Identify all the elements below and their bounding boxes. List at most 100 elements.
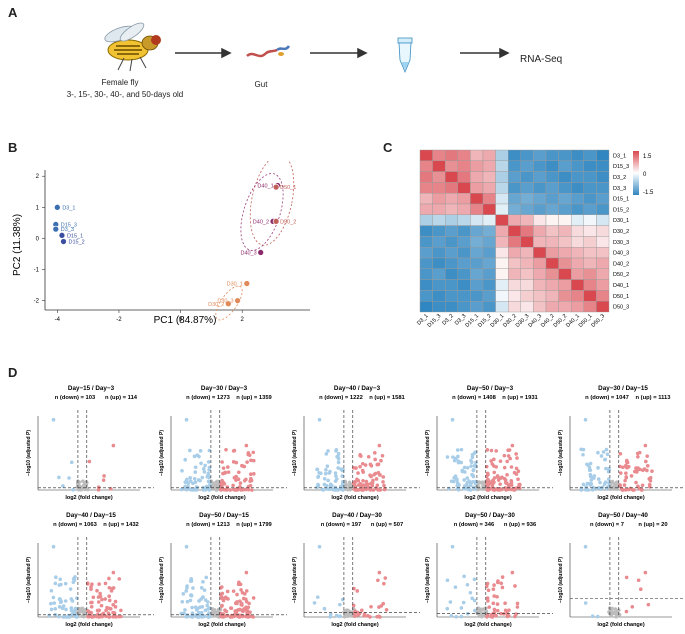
- volcano-point-down: [180, 469, 184, 473]
- volcano-point-down: [51, 544, 56, 549]
- volcano-point-up: [103, 597, 108, 601]
- volcano-point-down: [604, 447, 609, 452]
- volcano-point-ns: [344, 482, 349, 487]
- volcano-point-ns: [479, 481, 484, 485]
- volcano-point-down: [473, 608, 477, 613]
- pca-point-label: D3_1: [62, 205, 75, 211]
- volcano-point-down: [317, 417, 322, 422]
- volcano-point-up: [104, 614, 108, 619]
- volcano-point-up: [503, 480, 508, 485]
- volcano-point-down: [63, 599, 68, 603]
- volcano-plot: Day−40 / Day−15 n (down) = 1063 n (up) = 1…: [26, 512, 154, 628]
- volcano-point-up: [637, 450, 642, 455]
- volcano-point-down: [69, 608, 74, 613]
- pca-point-D15_1: [58, 231, 66, 239]
- pca-y-tick-label: 1: [36, 205, 40, 211]
- volcano-point-down: [473, 487, 477, 491]
- heatmap-cell: [432, 160, 446, 172]
- volcano-point-up: [492, 607, 497, 612]
- heatmap-cell: [545, 160, 559, 172]
- volcano-point-up: [365, 483, 370, 488]
- volcano-ylabel: −log10 (adjusted P): [292, 430, 298, 476]
- volcano-point-down: [472, 464, 477, 468]
- volcano-point-up: [235, 592, 239, 597]
- volcano-point-up: [509, 465, 514, 469]
- volcano-point-down: [185, 584, 189, 588]
- volcano-point-down: [49, 588, 54, 593]
- volcano-point-down: [456, 459, 461, 463]
- heatmap-cell: [470, 203, 484, 216]
- volcano-point-down: [471, 468, 476, 473]
- heatmap-cell: [545, 149, 559, 162]
- volcano-point-down: [465, 465, 470, 470]
- volcano-point-up: [618, 471, 623, 475]
- volcano-point-up: [249, 458, 253, 463]
- heatmap-row-label: D3_1: [613, 153, 626, 159]
- volcano-point-up: [358, 464, 362, 469]
- volcano-point-down: [596, 477, 601, 481]
- volcano-point-up: [494, 613, 498, 618]
- volcano-point-down: [321, 488, 326, 492]
- volcano-point-up: [381, 475, 386, 479]
- pca-y-tick-label: -1: [34, 268, 40, 274]
- volcano-point-up: [618, 484, 622, 488]
- volcano-point-down: [451, 455, 455, 459]
- volcano-point-up: [513, 614, 517, 619]
- heatmap-cell: [432, 300, 446, 313]
- volcano-point-down: [315, 595, 320, 599]
- volcano-point-up: [503, 601, 507, 606]
- volcano-point-up: [494, 465, 499, 469]
- volcano-point-down: [326, 449, 330, 453]
- heatmap-cell: [495, 279, 509, 291]
- heatmap-cell: [545, 225, 559, 237]
- volcano-point-up: [91, 595, 96, 600]
- volcano-point-up: [111, 570, 116, 575]
- heatmap-cell: [419, 203, 433, 216]
- volcano-point-up: [515, 605, 520, 609]
- volcano-point-up: [499, 611, 503, 616]
- volcano-point-down: [445, 578, 450, 583]
- volcano-point-up: [648, 476, 653, 480]
- volcano-point-up: [499, 476, 503, 480]
- heatmap-cell: [482, 257, 496, 270]
- volcano-point-up: [510, 570, 515, 575]
- volcano-point-down: [69, 460, 74, 465]
- heatmap-cell: [520, 182, 534, 194]
- pca-point-D30_1: [243, 280, 251, 287]
- volcano-point-down: [461, 600, 466, 605]
- heatmap-cell: [432, 149, 446, 162]
- volcano-point-down: [459, 460, 463, 465]
- volcano-down-count: n (down) = 346: [454, 522, 495, 528]
- volcano-point-down: [581, 452, 585, 457]
- volcano-point-down: [191, 586, 195, 590]
- volcano-point-up: [364, 479, 369, 484]
- heatmap-cell: [495, 193, 509, 205]
- volcano-point-up: [252, 472, 256, 476]
- volcano-ylabel: −log10 (adjusted P): [159, 557, 165, 603]
- heatmap-cell: [457, 193, 471, 205]
- volcano-plot: Day−40 / Day−30 n (down) = 197 n (up) = 50…: [292, 512, 420, 628]
- volcano-point-up: [516, 469, 521, 474]
- heatmap-colorbar: [633, 151, 639, 195]
- volcano-point-up: [224, 448, 228, 452]
- volcano-point-up: [96, 485, 101, 490]
- volcano-point-up: [247, 601, 251, 606]
- heatmap-cell: [583, 300, 597, 313]
- volcano-point-down: [336, 466, 340, 470]
- volcano-point-down: [596, 466, 600, 470]
- volcano-point-down: [184, 417, 189, 422]
- heatmap-cell: [533, 160, 547, 172]
- volcano-point-up: [97, 582, 101, 586]
- volcano-point-up: [490, 615, 495, 619]
- volcano-point-down: [454, 456, 458, 461]
- volcano-point-up: [244, 597, 248, 601]
- heatmap-cell: [596, 279, 610, 291]
- volcano-point-up: [354, 466, 358, 470]
- volcano-point-up: [492, 470, 497, 475]
- flow-arrows: [175, 47, 510, 59]
- heatmap-cell: [432, 182, 446, 194]
- heatmap-cell: [583, 257, 597, 270]
- heatmap-cell: [570, 290, 584, 302]
- heatmap-cell: [495, 300, 509, 313]
- volcano-point-up: [504, 488, 509, 492]
